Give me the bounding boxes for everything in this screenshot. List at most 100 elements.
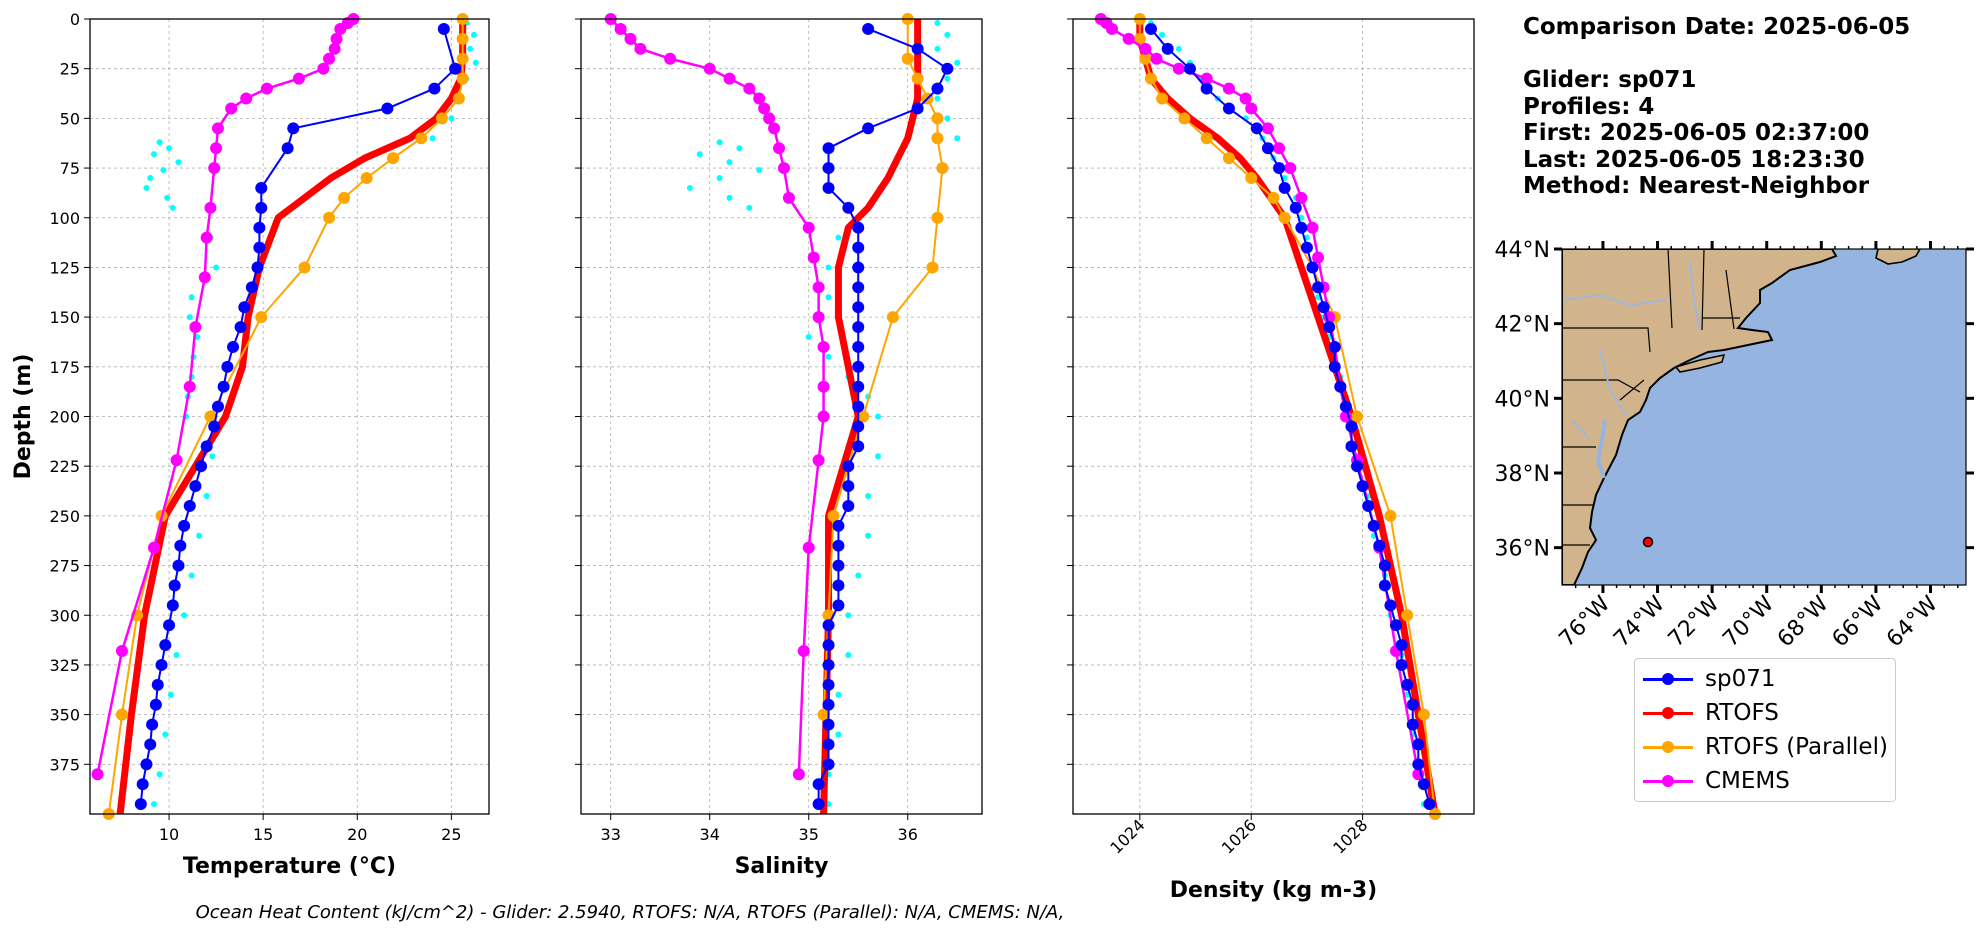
map-nova-scotia bbox=[1875, 249, 1921, 265]
point-sp071 bbox=[174, 539, 187, 552]
glider-name: Glider: sp071 bbox=[1523, 67, 1697, 93]
point-glider-raw bbox=[173, 652, 180, 658]
point-rtofs-parallel bbox=[1144, 72, 1157, 85]
point-rtofs-parallel bbox=[817, 708, 830, 721]
point-cmems bbox=[812, 281, 825, 294]
point-sp071 bbox=[1406, 698, 1419, 711]
point-glider-raw bbox=[746, 204, 753, 211]
point-sp071 bbox=[136, 778, 149, 791]
point-glider-raw bbox=[855, 572, 862, 579]
point-sp071 bbox=[812, 778, 825, 791]
point-cmems bbox=[763, 112, 776, 125]
point-sp071 bbox=[832, 559, 845, 572]
point-glider-raw bbox=[845, 652, 852, 658]
point-sp071 bbox=[1328, 340, 1341, 353]
point-sp071 bbox=[1395, 639, 1408, 652]
series-line-cmems bbox=[609, 18, 825, 775]
point-cmems bbox=[807, 251, 820, 264]
location-map: 44°N 42°N 40°N 38°N 36°N 76°W74°W72°W70°W68°W… bbox=[1495, 238, 1974, 652]
point-rtofs-parallel bbox=[1351, 410, 1364, 423]
point-glider-raw bbox=[865, 493, 872, 499]
first-time: First: 2025-06-05 02:37:00 bbox=[1523, 120, 1870, 146]
point-sp071 bbox=[931, 82, 944, 95]
point-sp071 bbox=[832, 539, 845, 552]
point-sp071 bbox=[822, 181, 835, 194]
point-glider-raw bbox=[845, 612, 852, 619]
point-sp071 bbox=[852, 380, 865, 393]
series-line-sp071 bbox=[1150, 28, 1431, 805]
point-sp071 bbox=[852, 221, 865, 234]
point-sp071 bbox=[832, 579, 845, 592]
y-tick-label: 75 bbox=[60, 159, 80, 178]
x-tick-label: 15 bbox=[253, 825, 273, 844]
point-glider-raw bbox=[209, 453, 216, 460]
point-sp071 bbox=[1356, 480, 1369, 493]
point-cmems bbox=[183, 380, 196, 393]
point-sp071 bbox=[281, 142, 294, 155]
point-sp071 bbox=[140, 758, 153, 771]
point-cmems bbox=[624, 32, 637, 45]
point-sp071 bbox=[1395, 658, 1408, 671]
point-glider-raw bbox=[716, 175, 723, 181]
point-sp071 bbox=[1378, 559, 1391, 572]
point-cmems bbox=[115, 645, 128, 658]
point-cmems bbox=[782, 191, 795, 204]
temperature-axis-label: Temperature (°C) bbox=[183, 854, 396, 879]
point-sp071 bbox=[1351, 460, 1364, 473]
x-tick-label: 1024 bbox=[1106, 815, 1148, 857]
point-sp071 bbox=[208, 420, 221, 433]
point-sp071 bbox=[1323, 321, 1336, 334]
point-glider-raw bbox=[805, 334, 812, 340]
point-sp071 bbox=[253, 221, 266, 234]
point-cmems bbox=[723, 72, 736, 85]
x-tick-label: 10 bbox=[159, 825, 179, 844]
series-line-rtofs bbox=[1136, 19, 1439, 815]
point-cmems bbox=[260, 82, 273, 95]
point-cmems bbox=[797, 645, 810, 658]
y-tick-label: 150 bbox=[49, 308, 80, 327]
point-cmems bbox=[317, 62, 330, 75]
point-sp071 bbox=[1161, 42, 1174, 55]
point-glider-raw bbox=[726, 194, 733, 201]
point-glider-raw bbox=[196, 532, 203, 539]
point-cmems bbox=[1245, 102, 1258, 115]
point-cmems bbox=[614, 22, 627, 35]
point-sp071 bbox=[172, 559, 185, 572]
point-sp071 bbox=[211, 400, 224, 413]
point-sp071 bbox=[842, 460, 855, 473]
point-sp071 bbox=[832, 519, 845, 532]
y-tick-label: 275 bbox=[49, 557, 80, 576]
point-sp071 bbox=[852, 261, 865, 274]
point-glider-raw bbox=[944, 31, 951, 38]
point-cmems bbox=[1105, 22, 1118, 35]
point-sp071 bbox=[381, 102, 394, 115]
point-sp071 bbox=[1222, 102, 1235, 115]
point-glider-raw bbox=[150, 151, 157, 158]
point-rtofs-parallel bbox=[338, 191, 351, 204]
point-rtofs-parallel bbox=[1156, 92, 1169, 105]
point-sp071 bbox=[852, 321, 865, 334]
point-sp071 bbox=[842, 201, 855, 214]
map-rivers bbox=[1563, 261, 1701, 441]
last-time: Last: 2025-06-05 18:23:30 bbox=[1523, 146, 1865, 173]
point-sp071 bbox=[822, 142, 835, 155]
map-borders bbox=[1562, 249, 1740, 546]
profile-count: Profiles: 4 bbox=[1523, 93, 1655, 120]
point-sp071 bbox=[1278, 181, 1291, 194]
point-glider-raw bbox=[944, 115, 951, 122]
point-sp071 bbox=[1417, 778, 1430, 791]
point-rtofs-parallel bbox=[1222, 152, 1235, 165]
point-cmems bbox=[817, 410, 830, 423]
point-sp071 bbox=[155, 658, 168, 671]
point-rtofs-parallel bbox=[1401, 609, 1414, 622]
density-axis-label: Density (kg m-3) bbox=[1170, 878, 1378, 903]
x-tick-label: 1028 bbox=[1329, 815, 1371, 857]
point-cmems bbox=[1306, 221, 1319, 234]
point-cmems bbox=[170, 454, 183, 467]
point-sp071 bbox=[822, 162, 835, 175]
point-sp071 bbox=[1144, 22, 1157, 35]
point-cmems bbox=[817, 380, 830, 393]
point-glider-raw bbox=[756, 167, 763, 174]
x-tick-label: 25 bbox=[441, 825, 461, 844]
point-glider-raw bbox=[156, 139, 163, 146]
